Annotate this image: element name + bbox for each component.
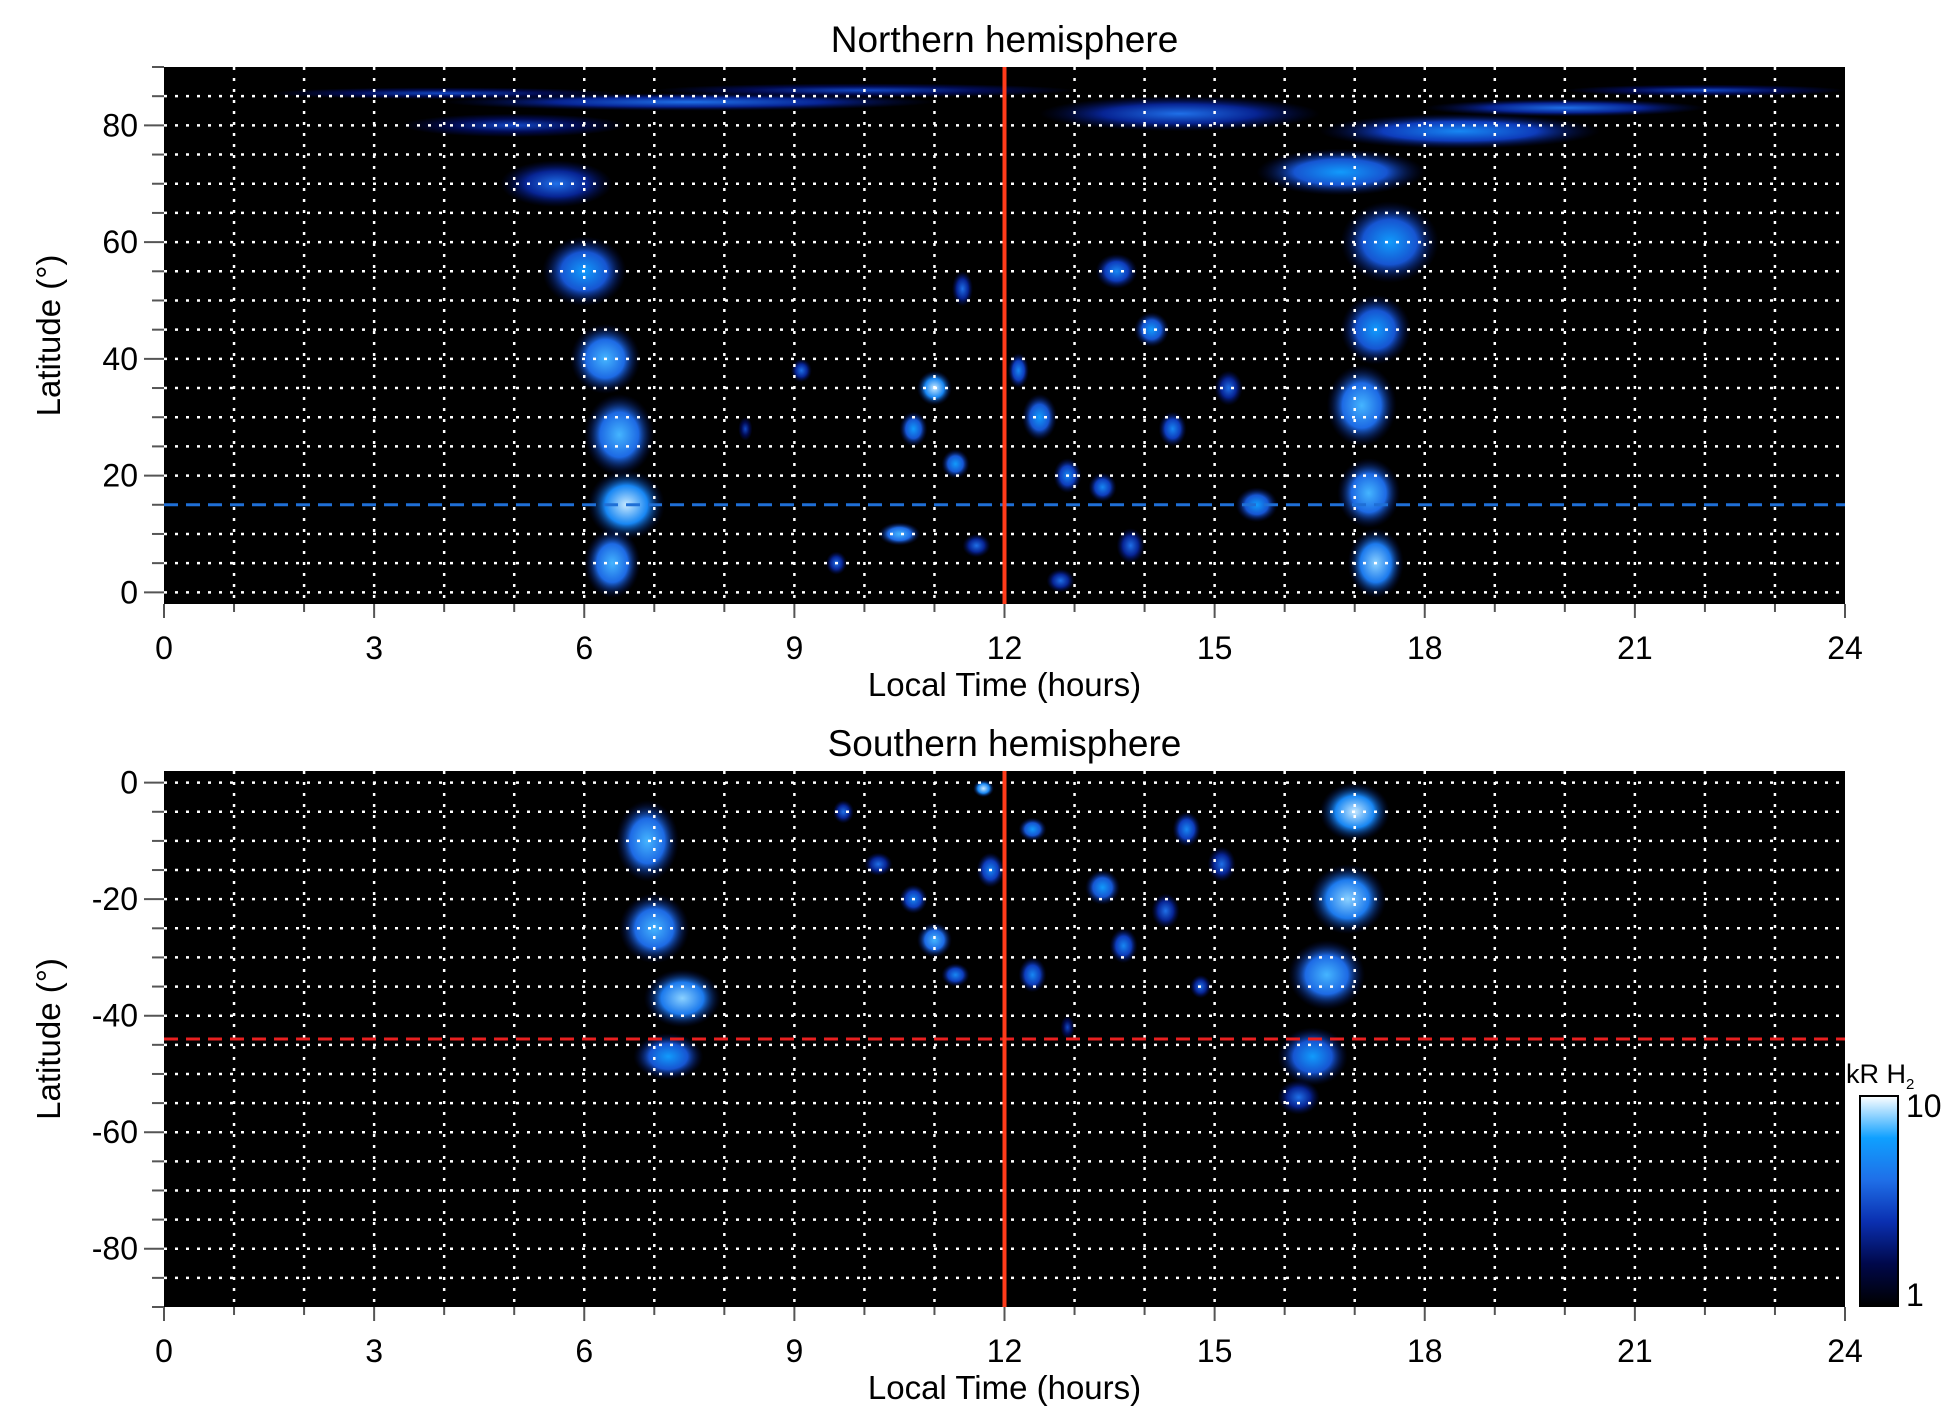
emission-region bbox=[584, 393, 655, 476]
emission-region bbox=[941, 963, 970, 987]
emission-region bbox=[1022, 393, 1058, 441]
emission-region bbox=[738, 417, 753, 441]
y-axis-label: Latitude (°) bbox=[30, 255, 67, 417]
emission-region bbox=[1088, 472, 1117, 502]
x-tick-label: 6 bbox=[575, 630, 593, 666]
axes bbox=[144, 66, 1846, 618]
y-tick-label: 60 bbox=[102, 224, 138, 260]
emission-region bbox=[1340, 201, 1439, 283]
y-tick-label: -60 bbox=[92, 1114, 138, 1150]
emission-region bbox=[1060, 1015, 1075, 1039]
emission-region bbox=[1018, 817, 1047, 841]
emission-region bbox=[1008, 353, 1030, 389]
emission-layer bbox=[269, 83, 1845, 599]
y-tick-label: 0 bbox=[120, 574, 138, 610]
emission-region bbox=[1085, 870, 1121, 905]
chart-title: Southern hemisphere bbox=[828, 723, 1182, 764]
colorbar-max-label: 10 bbox=[1906, 1088, 1942, 1124]
x-tick-label: 21 bbox=[1617, 1333, 1653, 1369]
emission-region bbox=[951, 271, 973, 307]
emission-region bbox=[1172, 811, 1201, 847]
x-tick-label: 12 bbox=[987, 630, 1023, 666]
emission-region bbox=[1326, 364, 1397, 447]
emission-region bbox=[1277, 1027, 1348, 1086]
colorbar-bar bbox=[1859, 1095, 1899, 1307]
emission-region bbox=[1277, 1079, 1320, 1115]
emission-region bbox=[1235, 487, 1278, 523]
emission-region bbox=[1256, 148, 1425, 196]
emission-region bbox=[1109, 928, 1138, 964]
emission-region bbox=[1288, 939, 1366, 1010]
x-tick-label: 3 bbox=[365, 1333, 383, 1369]
x-tick-label: 0 bbox=[155, 1333, 173, 1369]
x-tick-label: 9 bbox=[785, 630, 803, 666]
emission-region bbox=[1337, 458, 1401, 529]
y-tick-label: -40 bbox=[92, 998, 138, 1034]
emission-region bbox=[584, 528, 641, 599]
emission-region bbox=[1309, 864, 1387, 935]
axes bbox=[144, 781, 1846, 1321]
x-tick-label: 15 bbox=[1197, 630, 1233, 666]
emission-region bbox=[1319, 113, 1600, 149]
colorbar: 10 1 kR H2 bbox=[1846, 1059, 1942, 1313]
x-tick-label: 18 bbox=[1407, 1333, 1443, 1369]
emission-region bbox=[916, 922, 952, 958]
emission-region bbox=[899, 411, 928, 447]
chart-title: Northern hemisphere bbox=[831, 19, 1179, 60]
x-tick-label: 15 bbox=[1197, 1333, 1233, 1369]
colorbar-unit-label: kR H2 bbox=[1846, 1059, 1914, 1093]
x-tick-label: 0 bbox=[155, 630, 173, 666]
y-axis-label: Latitude (°) bbox=[30, 958, 67, 1120]
colorbar-unit-subscript: 2 bbox=[1906, 1076, 1914, 1093]
x-tick-label: 24 bbox=[1827, 630, 1863, 666]
y-tick-label: -80 bbox=[92, 1231, 138, 1267]
emission-region bbox=[962, 533, 991, 558]
emission-region bbox=[790, 358, 812, 383]
emission-region bbox=[1046, 568, 1075, 593]
x-axis-label: Local Time (hours) bbox=[868, 666, 1141, 703]
x-tick-label: 18 bbox=[1407, 630, 1443, 666]
colorbar-min-label: 1 bbox=[1906, 1277, 1924, 1313]
x-tick-label: 6 bbox=[575, 1333, 593, 1369]
emission-region bbox=[1207, 846, 1236, 882]
y-tick-label: 80 bbox=[102, 107, 138, 143]
emission-region bbox=[878, 522, 921, 546]
emission-region bbox=[972, 779, 994, 798]
emission-region bbox=[269, 87, 620, 100]
emission-region bbox=[1151, 893, 1180, 929]
emission-region bbox=[1039, 96, 1320, 132]
x-tick-label: 24 bbox=[1827, 1333, 1863, 1369]
emission-region bbox=[402, 113, 627, 138]
emission-region bbox=[1018, 957, 1047, 993]
northern-panel: 0 3 6 9 12 15 18 21 24 0 20 40 60 80 Northern hemisphe… bbox=[30, 19, 1863, 703]
emission-region bbox=[832, 800, 854, 824]
grid bbox=[164, 771, 1845, 1307]
y-tick-label: 20 bbox=[102, 458, 138, 494]
x-tick-label: 9 bbox=[785, 1333, 803, 1369]
emission-region bbox=[941, 449, 970, 479]
colorbar-unit-main: kR H bbox=[1846, 1059, 1906, 1089]
x-tick-label: 12 bbox=[987, 1333, 1023, 1369]
southern-panel: 0 3 6 9 12 15 18 21 24 0 -20 -40 -60 -80 Southern hemi… bbox=[30, 723, 1863, 1406]
x-tick-label: 21 bbox=[1617, 630, 1653, 666]
y-tick-label: -20 bbox=[92, 881, 138, 917]
emission-region bbox=[643, 969, 721, 1028]
emission-region bbox=[1116, 528, 1145, 564]
grid bbox=[164, 67, 1845, 604]
emission-region bbox=[615, 800, 679, 882]
x-tick-label: 3 bbox=[365, 630, 383, 666]
emission-region bbox=[500, 160, 613, 208]
emission-region bbox=[619, 893, 690, 964]
emission-region bbox=[864, 852, 893, 876]
y-tick-label: 40 bbox=[102, 341, 138, 377]
x-axis-label: Local Time (hours) bbox=[868, 1369, 1141, 1406]
emission-region bbox=[444, 93, 935, 111]
y-tick-label: 0 bbox=[120, 765, 138, 801]
emission-region bbox=[1214, 370, 1243, 406]
emission-region bbox=[1095, 253, 1138, 289]
emission-region bbox=[1158, 411, 1187, 447]
emission-region bbox=[1134, 312, 1170, 348]
